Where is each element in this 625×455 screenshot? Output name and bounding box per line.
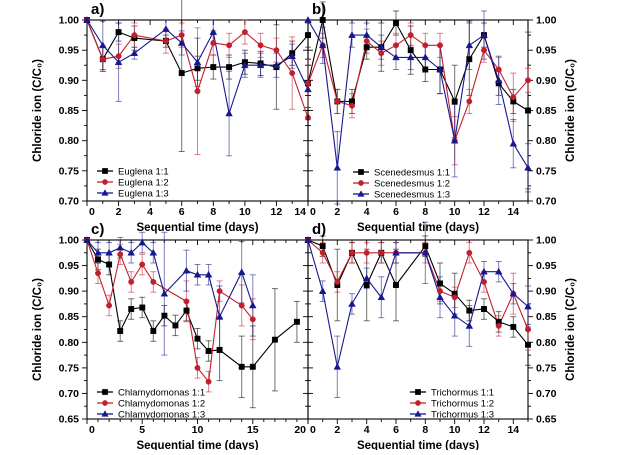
svg-text:0.90: 0.90 [59,75,80,87]
svg-text:0: 0 [89,424,95,436]
svg-text:2: 2 [334,206,340,218]
svg-text:Chloride ion (C/C₀): Chloride ion (C/C₀) [565,278,577,381]
svg-text:0.70: 0.70 [59,196,80,208]
svg-text:2: 2 [334,424,340,436]
svg-text:8: 8 [210,206,216,218]
svg-text:14: 14 [507,206,519,218]
svg-text:6: 6 [179,206,185,218]
svg-text:0.75: 0.75 [59,362,80,374]
svg-text:Euglena 1:2: Euglena 1:2 [118,177,169,188]
svg-text:10: 10 [192,424,204,436]
svg-text:0: 0 [310,206,316,218]
svg-text:Euglena 1:1: Euglena 1:1 [118,166,169,177]
svg-text:4: 4 [364,424,370,436]
svg-text:10: 10 [449,206,461,218]
svg-text:Sequential time (days): Sequential time (days) [357,440,479,450]
svg-text:Chloride ion (C/C₀): Chloride ion (C/C₀) [565,59,577,162]
svg-text:0.80: 0.80 [536,337,557,349]
svg-text:Chlamydomonas 1:1: Chlamydomonas 1:1 [118,387,205,398]
svg-text:0.85: 0.85 [536,311,557,323]
svg-text:15: 15 [247,424,259,436]
svg-text:0.75: 0.75 [536,362,557,374]
svg-text:Sequential time (days): Sequential time (days) [357,222,479,234]
svg-text:0.95: 0.95 [536,45,557,57]
svg-text:1.00: 1.00 [536,235,557,247]
svg-text:10: 10 [239,206,251,218]
svg-text:Trichormus 1:1: Trichormus 1:1 [431,387,494,398]
svg-text:0.80: 0.80 [59,135,80,147]
svg-text:0.75: 0.75 [59,165,80,177]
svg-text:4: 4 [147,206,153,218]
svg-text:0: 0 [310,424,316,436]
svg-text:Trichormus 1:2: Trichormus 1:2 [431,398,494,409]
svg-text:0.95: 0.95 [59,260,80,272]
svg-text:2: 2 [116,206,122,218]
svg-text:0.80: 0.80 [59,337,80,349]
svg-text:Euglena 1:3: Euglena 1:3 [118,188,169,199]
svg-text:Chloride ion (C/C₀): Chloride ion (C/C₀) [32,59,44,162]
svg-text:6: 6 [393,424,399,436]
svg-text:Chloride ion (C/C₀): Chloride ion (C/C₀) [32,278,44,381]
svg-text:0.90: 0.90 [59,286,80,298]
svg-text:0: 0 [89,206,95,218]
svg-text:1.00: 1.00 [536,15,557,27]
svg-text:Trichormus 1:3: Trichormus 1:3 [431,409,494,420]
svg-text:c): c) [91,221,104,238]
svg-text:8: 8 [422,424,428,436]
svg-text:0.90: 0.90 [536,286,557,298]
svg-text:1.00: 1.00 [59,235,80,247]
svg-text:0.75: 0.75 [536,165,557,177]
svg-text:Scenedesmus 1:3: Scenedesmus 1:3 [374,189,450,200]
svg-text:0.70: 0.70 [536,196,557,208]
svg-text:0.85: 0.85 [59,105,80,117]
svg-text:Sequential time (days): Sequential time (days) [136,222,258,234]
svg-text:Scenedesmus 1:2: Scenedesmus 1:2 [374,178,450,189]
svg-text:0.85: 0.85 [536,105,557,117]
svg-text:Chlamydomonas 1:2: Chlamydomonas 1:2 [118,398,205,409]
svg-text:0.65: 0.65 [536,414,557,426]
svg-text:0.70: 0.70 [59,388,80,400]
svg-text:0.85: 0.85 [59,311,80,323]
svg-text:Sequential time (days): Sequential time (days) [136,440,258,450]
svg-text:20: 20 [294,424,306,436]
svg-text:0.80: 0.80 [536,135,557,147]
svg-text:12: 12 [478,424,490,436]
svg-text:6: 6 [393,206,399,218]
svg-text:0.70: 0.70 [536,388,557,400]
svg-text:a): a) [91,1,104,18]
svg-text:Chlamydomonas 1:3: Chlamydomonas 1:3 [118,409,205,420]
svg-text:0.95: 0.95 [59,45,80,57]
svg-text:5: 5 [139,424,145,436]
svg-text:4: 4 [364,206,370,218]
svg-text:0.95: 0.95 [536,260,557,272]
svg-text:12: 12 [271,206,283,218]
svg-text:12: 12 [478,206,490,218]
svg-text:14: 14 [294,206,306,218]
svg-text:0.90: 0.90 [536,75,557,87]
svg-text:10: 10 [449,424,461,436]
svg-text:1.00: 1.00 [59,15,80,27]
svg-text:14: 14 [507,424,519,436]
svg-text:8: 8 [422,206,428,218]
svg-text:0.65: 0.65 [59,414,80,426]
svg-text:Scenedesmus 1:1: Scenedesmus 1:1 [374,167,450,178]
svg-text:b): b) [312,1,326,18]
